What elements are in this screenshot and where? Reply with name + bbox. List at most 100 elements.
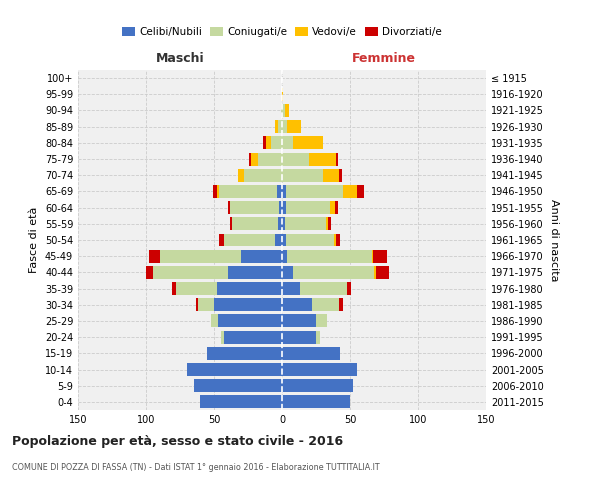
Bar — [257, 152, 282, 166]
Bar — [282, 298, 312, 311]
Bar — [282, 330, 316, 344]
Bar — [282, 250, 287, 262]
Bar — [282, 218, 285, 230]
Bar — [339, 298, 343, 311]
Bar — [211, 314, 218, 328]
Bar — [282, 201, 286, 214]
Bar — [282, 136, 293, 149]
Bar — [282, 88, 283, 101]
Y-axis label: Fasce di età: Fasce di età — [29, 207, 39, 273]
Bar — [312, 298, 339, 311]
Bar — [232, 218, 278, 230]
Bar — [207, 347, 282, 360]
Bar — [282, 234, 286, 246]
Bar — [278, 218, 282, 230]
Bar — [357, 185, 364, 198]
Bar — [329, 201, 335, 214]
Bar — [230, 201, 279, 214]
Bar — [282, 363, 357, 376]
Bar — [343, 185, 357, 198]
Bar — [282, 347, 340, 360]
Bar — [373, 250, 387, 262]
Bar — [244, 169, 282, 181]
Bar — [299, 282, 347, 295]
Bar — [337, 152, 338, 166]
Bar — [316, 330, 320, 344]
Bar — [282, 379, 353, 392]
Bar — [278, 120, 282, 133]
Bar — [282, 120, 287, 133]
Bar — [374, 266, 376, 279]
Bar — [287, 120, 301, 133]
Text: Maschi: Maschi — [155, 52, 205, 65]
Bar — [286, 185, 343, 198]
Bar — [153, 266, 227, 279]
Bar — [241, 250, 282, 262]
Bar — [328, 218, 331, 230]
Bar — [282, 396, 350, 408]
Bar — [281, 104, 282, 117]
Bar — [275, 234, 282, 246]
Bar — [220, 234, 224, 246]
Bar — [372, 250, 373, 262]
Bar — [286, 234, 334, 246]
Bar — [376, 266, 389, 279]
Bar — [217, 282, 282, 295]
Bar — [212, 185, 217, 198]
Text: Femmine: Femmine — [352, 52, 416, 65]
Bar — [227, 266, 282, 279]
Bar — [176, 282, 217, 295]
Bar — [221, 330, 224, 344]
Bar — [172, 282, 176, 295]
Bar — [196, 298, 197, 311]
Bar — [293, 266, 374, 279]
Bar — [224, 330, 282, 344]
Bar — [282, 152, 309, 166]
Bar — [347, 282, 352, 295]
Bar — [293, 136, 323, 149]
Bar — [224, 234, 275, 246]
Bar — [214, 298, 282, 311]
Bar — [323, 169, 339, 181]
Bar — [277, 185, 282, 198]
Bar — [334, 234, 337, 246]
Bar — [326, 218, 328, 230]
Bar — [220, 185, 277, 198]
Bar — [266, 136, 271, 149]
Bar — [200, 396, 282, 408]
Bar — [146, 266, 153, 279]
Bar — [149, 250, 160, 262]
Bar — [282, 169, 323, 181]
Bar — [335, 201, 338, 214]
Bar — [197, 298, 214, 311]
Legend: Celibi/Nubili, Coniugati/e, Vedovi/e, Divorziati/e: Celibi/Nubili, Coniugati/e, Vedovi/e, Di… — [118, 22, 446, 41]
Bar — [251, 152, 257, 166]
Bar — [227, 201, 230, 214]
Text: COMUNE DI POZZA DI FASSA (TN) - Dati ISTAT 1° gennaio 2016 - Elaborazione TUTTIT: COMUNE DI POZZA DI FASSA (TN) - Dati IST… — [12, 462, 380, 471]
Bar — [160, 250, 241, 262]
Bar — [279, 201, 282, 214]
Text: Popolazione per età, sesso e stato civile - 2016: Popolazione per età, sesso e stato civil… — [12, 435, 343, 448]
Bar — [282, 282, 299, 295]
Bar — [339, 169, 342, 181]
Bar — [238, 169, 244, 181]
Bar — [287, 250, 372, 262]
Bar — [285, 218, 326, 230]
Bar — [282, 314, 316, 328]
Bar — [309, 152, 337, 166]
Bar — [230, 218, 232, 230]
Bar — [271, 136, 282, 149]
Bar — [282, 266, 293, 279]
Bar — [282, 104, 285, 117]
Bar — [187, 363, 282, 376]
Bar — [218, 314, 282, 328]
Bar — [275, 120, 278, 133]
Bar — [250, 152, 251, 166]
Bar — [285, 104, 289, 117]
Bar — [316, 314, 327, 328]
Bar — [263, 136, 266, 149]
Bar — [217, 185, 220, 198]
Bar — [286, 201, 329, 214]
Bar — [282, 185, 286, 198]
Bar — [337, 234, 340, 246]
